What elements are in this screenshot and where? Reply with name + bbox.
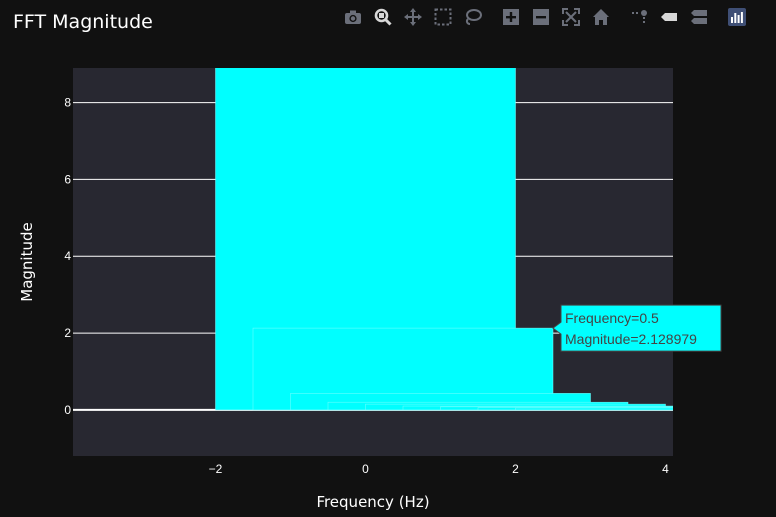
- x-tick-label: −2: [209, 462, 223, 476]
- tooltip-frequency: Frequency=0.5: [565, 310, 659, 326]
- zoom-icon[interactable]: [372, 6, 394, 28]
- y-tick-label: 4: [64, 249, 71, 263]
- autoscale-icon[interactable]: [560, 6, 582, 28]
- pan-icon[interactable]: [402, 6, 424, 28]
- x-tick-label: 4: [662, 462, 669, 476]
- modebar: [342, 6, 756, 28]
- zoom-out-icon[interactable]: [530, 6, 552, 28]
- x-axis-ticks: −2 0 2 4: [209, 462, 670, 476]
- lasso-icon[interactable]: [462, 6, 484, 28]
- y-axis-title: Magnitude: [18, 222, 36, 301]
- x-axis-title: Frequency (Hz): [316, 493, 429, 511]
- y-tick-label: 2: [64, 326, 71, 340]
- y-tick-label: 6: [64, 172, 71, 186]
- x-tick-label: 2: [512, 462, 519, 476]
- chart-title: FFT Magnitude: [13, 11, 153, 33]
- tooltip-box: [552, 304, 722, 352]
- plotly-logo-icon[interactable]: [726, 6, 748, 28]
- y-tick-label: 8: [64, 96, 71, 110]
- y-axis-ticks: 0 2 4 6 8: [64, 96, 71, 417]
- bar[interactable]: [515, 407, 776, 411]
- zoom-in-icon[interactable]: [500, 6, 522, 28]
- box-select-icon[interactable]: [432, 6, 454, 28]
- camera-icon[interactable]: [342, 6, 364, 28]
- x-tick-label: 0: [362, 462, 369, 476]
- spike-lines-icon[interactable]: [628, 6, 650, 28]
- reset-axes-icon[interactable]: [590, 6, 612, 28]
- bar-series: [215, 68, 776, 411]
- tooltip-magnitude: Magnitude=2.128979: [565, 331, 697, 347]
- hover-tooltip: Frequency=0.5 Magnitude=2.128979: [552, 304, 722, 352]
- y-tick-label: 0: [64, 403, 71, 417]
- hover-closest-icon[interactable]: [658, 6, 680, 28]
- hover-compare-icon[interactable]: [688, 6, 710, 28]
